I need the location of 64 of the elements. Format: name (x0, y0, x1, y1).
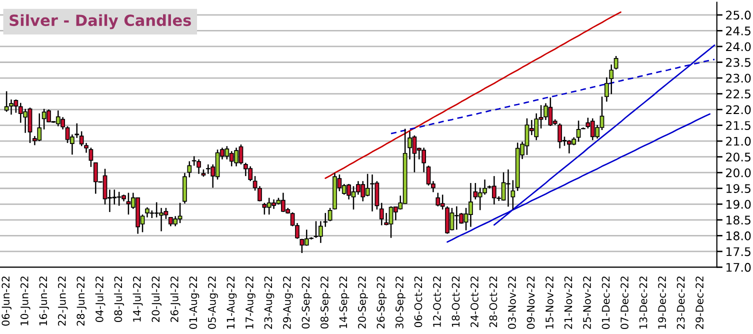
y-tick-label: 23.0 (726, 74, 751, 83)
x-tick-label: 23-Aug-22 (264, 276, 274, 329)
x-tick-label: 08-Jul-22 (114, 276, 124, 322)
candlestick (614, 55, 618, 70)
x-tick-label: 04-Jul-22 (95, 276, 106, 322)
x-tick-label: 25-Nov-22 (583, 276, 591, 329)
candlestick (88, 147, 94, 168)
y-tick-label: 23.5 (726, 58, 750, 67)
y-tick-label: 21.5 (726, 121, 750, 130)
y-tick-label: 22.0 (726, 105, 751, 114)
candlestick (258, 186, 262, 202)
y-tick-label: 25.0 (726, 10, 751, 20)
x-tick-label: 16-Jun-22 (39, 276, 50, 326)
x-tick-label: 20-Jul-22 (152, 276, 162, 322)
x-tick-label: 17-Aug-22 (246, 276, 256, 329)
x-tick-label: 08-Sep-22 (320, 276, 330, 329)
x-tick-label: 28-Jun-22 (76, 276, 87, 326)
x-tick-label: 13-Dec-22 (639, 276, 648, 329)
x-tick-label: 14-Jul-22 (132, 276, 143, 322)
line-series (324, 11, 622, 179)
y-tick-label: 19.0 (726, 200, 751, 209)
x-tick-label: 30-Sep-22 (396, 276, 406, 328)
x-tick-label: 22-Jun-22 (58, 276, 68, 326)
text: Silver - Daily Candles (10, 14, 191, 30)
y-tick-label: 20.5 (726, 152, 750, 162)
y-tick-label: 21.0 (726, 136, 751, 146)
y-tick-label: 22.5 (726, 90, 750, 98)
x-tick-label: 05-Aug-22 (208, 276, 218, 329)
x-tick-label: 02-Sep-22 (302, 276, 312, 329)
y-tick-label: 20.0 (726, 168, 751, 178)
x-tick-label: 10-Jun-22 (20, 276, 30, 326)
y-tick-label: 17.0 (726, 262, 751, 272)
x-tick-label: 24-Oct-22 (470, 276, 478, 328)
x-tick-label: 07-Dec-22 (620, 276, 628, 330)
x-tick-label: 20-Sep-22 (358, 276, 368, 328)
candlestick (576, 120, 581, 142)
y-tick-label: 17.5 (726, 247, 750, 256)
x-tick-label: 11-Aug-22 (226, 276, 237, 329)
x-tick-label: 29-Aug-22 (283, 276, 293, 329)
x-tick-label: 28-Oct-22 (489, 276, 498, 328)
x-tick-label: 19-Dec-22 (658, 276, 666, 329)
x-tick-label: 29-Dec-22 (696, 276, 704, 329)
x-tick-label: 21-Nov-22 (564, 276, 572, 329)
candlestick (187, 160, 192, 178)
y-tick-label: 18.5 (726, 216, 750, 225)
x-tick-label: 01-Dec-22 (602, 276, 610, 330)
x-tick-label: 06-Jun-22 (2, 276, 12, 326)
x-tick-label: 14-Sep-22 (339, 276, 350, 328)
candlestick (328, 207, 332, 222)
x-tick-label: 23-Dec-22 (676, 276, 685, 329)
y-tick-label: 24.5 (726, 26, 750, 36)
x-tick-label: 09-Nov-22 (526, 276, 535, 329)
x-tick-label: 12-Oct-22 (433, 276, 441, 327)
y-tick-label: 24.0 (726, 42, 751, 52)
x-tick-label: 26-Sep-22 (376, 276, 387, 328)
x-tick-label: 01-Aug-22 (189, 276, 200, 329)
x-tick-label: 03-Nov-22 (508, 276, 516, 329)
x-tick-label: 15-Nov-22 (546, 276, 554, 328)
candlestick (252, 175, 258, 192)
y-tick-label: 19.5 (726, 184, 750, 194)
x-tick-label: 06-Oct-22 (414, 276, 422, 328)
y-tick-label: 18.0 (726, 231, 751, 240)
x-tick-label: 26-Jul-22 (170, 276, 180, 322)
x-tick-label: 18-Oct-22 (452, 276, 460, 327)
